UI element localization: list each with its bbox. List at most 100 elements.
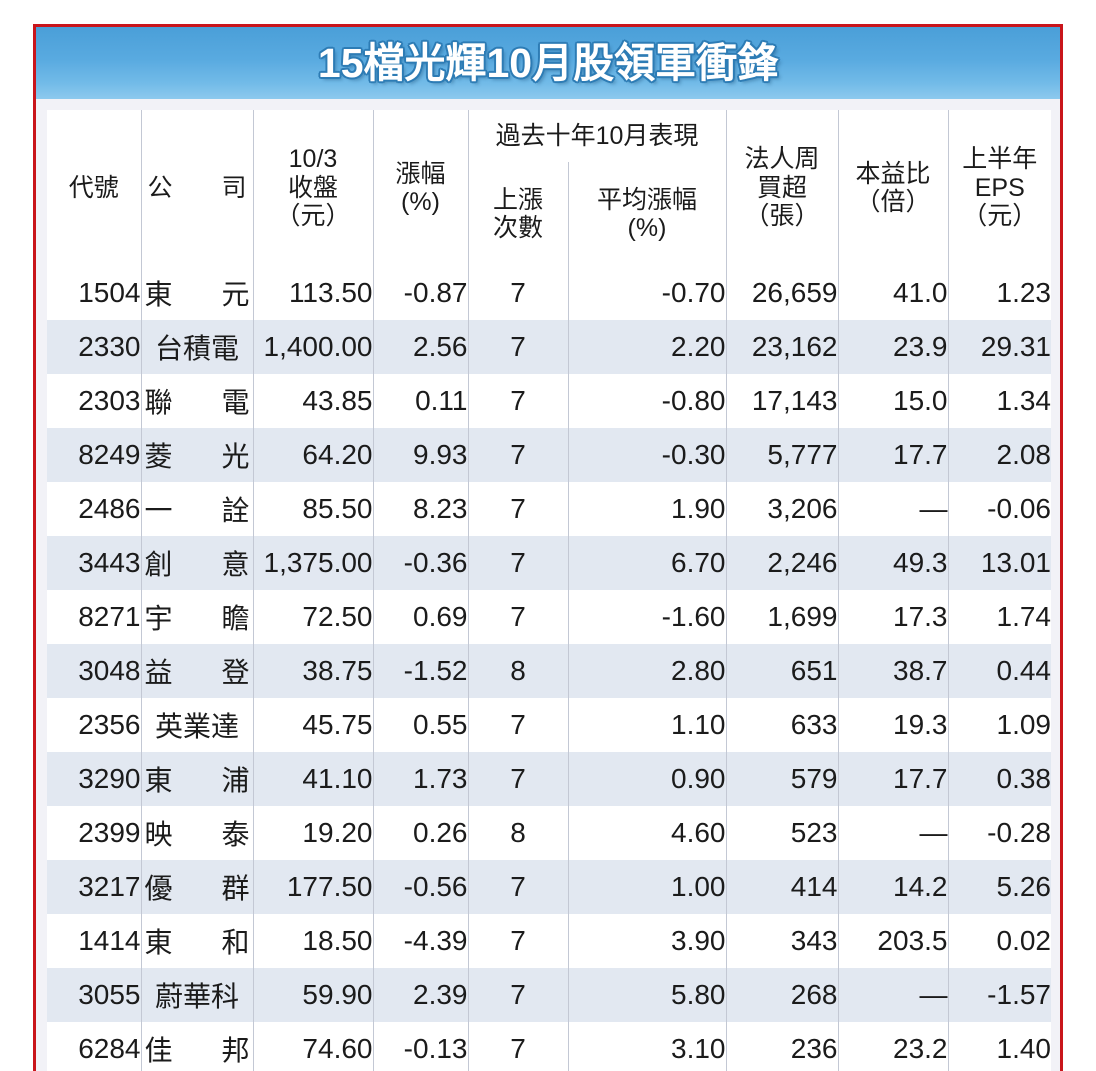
- table-row[interactable]: 3055 蔚華科 59.90 2.39 7 5.80 268— -1.57: [47, 968, 1051, 1022]
- header-close-word: 收盤: [287, 173, 338, 202]
- header-inst-line2: 買超: [756, 173, 807, 202]
- table-row[interactable]: 2399 映泰 19.20 0.26 8 4.60 523— -0.28: [47, 806, 1051, 860]
- cell-eps: 1.09: [947, 698, 1051, 752]
- table-row[interactable]: 3217 優群 177.50 -0.56 7 1.00 414 14.2 5.26: [47, 860, 1051, 914]
- company-name-text: 優群: [144, 873, 250, 904]
- cell-pe-ratio: 15.0: [837, 374, 948, 428]
- header-inst-unit: （張）: [744, 202, 820, 231]
- header-close-unit: （元）: [275, 202, 351, 231]
- header-pe-unit: （倍）: [855, 188, 931, 216]
- cell-up-count: 7: [467, 860, 568, 914]
- cell-avg-change: 5.80: [567, 968, 726, 1022]
- cell-pe-ratio: 17.7: [837, 428, 948, 482]
- company-name-text: 東浦: [144, 765, 250, 796]
- table-row[interactable]: 3443 創意 1,375.00 -0.36 7 6.70 2,246 49.3 13.01: [47, 536, 1051, 590]
- cell-pe-ratio: —: [837, 482, 948, 536]
- cell-avg-change: 1.90: [567, 482, 726, 536]
- cell-stock-code: 2330: [78, 331, 141, 362]
- cell-up-count: 8: [467, 644, 568, 698]
- header-up-count-line1: 上漲: [492, 185, 543, 214]
- cell-company-name: 菱光: [140, 428, 253, 482]
- cell-avg-change: -0.80: [567, 374, 726, 428]
- cell-stock-code: 2356: [78, 709, 141, 740]
- table-row[interactable]: 2356 英業達 45.75 0.55 7 1.10 633 19.3 1.09: [47, 698, 1051, 752]
- cell-change-pct: 0.69: [372, 590, 468, 644]
- header-change-unit: (%): [401, 188, 440, 216]
- cell-institutional-net-buy: 2,246: [725, 536, 838, 590]
- cell-institutional-net-buy: 17,143: [725, 374, 838, 428]
- table-row[interactable]: 2330 台積電 1,400.00 2.56 7 2.20 23,162 23.9 29.31: [47, 320, 1051, 374]
- header-row-sub: 上漲 次數 平均漲幅 (%): [47, 162, 1051, 266]
- header-close-price: 10/3 收盤 （元）: [252, 110, 373, 266]
- cell-up-count: 7: [467, 914, 568, 968]
- cell-change-pct: 2.56: [372, 320, 468, 374]
- cell-up-count: 7: [467, 320, 568, 374]
- header-avg-change-unit: (%): [627, 214, 667, 242]
- cell-pe-ratio: 17.7: [837, 752, 948, 806]
- cell-stock-code: 8249: [78, 439, 141, 470]
- cell-pe-ratio: 23.9: [837, 320, 948, 374]
- company-name-text: 台積電: [154, 333, 239, 364]
- cell-close-price: 43.85: [252, 374, 373, 428]
- cell-change-pct: -0.13: [372, 1022, 468, 1071]
- cell-up-count: 7: [467, 752, 568, 806]
- cell-eps: 29.31: [947, 320, 1051, 374]
- cell-institutional-net-buy: 579: [725, 752, 838, 806]
- table-row[interactable]: 3290 東浦 41.10 1.73 7 0.90 579 17.7 0.38: [47, 752, 1051, 806]
- company-name-text: 東元: [144, 279, 250, 310]
- cell-eps: -0.28: [947, 806, 1051, 860]
- cell-close-price: 59.90: [252, 968, 373, 1022]
- cell-eps: 1.74: [947, 590, 1051, 644]
- cell-company-name: 東和: [140, 914, 253, 968]
- cell-close-price: 113.50: [252, 266, 373, 320]
- cell-pe-ratio: 23.2: [837, 1022, 948, 1071]
- table-row[interactable]: 1504 東元 113.50 -0.87 7 -0.70 26,659 41.0 1.23: [47, 266, 1051, 320]
- cell-avg-change: 4.60: [567, 806, 726, 860]
- cell-company-name: 佳邦: [140, 1022, 253, 1071]
- cell-pe-ratio: —: [837, 806, 948, 860]
- cell-pe-ratio: 38.7: [837, 644, 948, 698]
- cell-institutional-net-buy: 3,206: [725, 482, 838, 536]
- cell-close-price: 177.50: [252, 860, 373, 914]
- table-row[interactable]: 2486 一詮 85.50 8.23 7 1.90 3,206— -0.06: [47, 482, 1051, 536]
- header-eps-line1: 上半年: [962, 145, 1038, 174]
- cell-close-price: 64.20: [252, 428, 373, 482]
- cell-eps: 13.01: [947, 536, 1051, 590]
- table-row[interactable]: 2303 聯電 43.85 0.11 7 -0.80 17,143 15.0 1.34: [47, 374, 1051, 428]
- title-banner: 15檔光輝10月股領軍衝鋒: [36, 27, 1060, 99]
- table-row[interactable]: 6284 佳邦 74.60 -0.13 7 3.10 236 23.2 1.40: [47, 1022, 1051, 1071]
- cell-company-name: 英業達: [140, 698, 253, 752]
- company-name-text: 宇瞻: [144, 603, 250, 634]
- cell-avg-change: 1.00: [567, 860, 726, 914]
- header-eps-first-half: 上半年 EPS （元）: [947, 110, 1051, 266]
- cell-company-name: 東元: [140, 266, 253, 320]
- cell-avg-change: 6.70: [567, 536, 726, 590]
- cell-avg-change: 2.80: [567, 644, 726, 698]
- cell-company-name: 一詮: [140, 482, 253, 536]
- cell-pe-ratio: 19.3: [837, 698, 948, 752]
- table-row[interactable]: 1414 東和 18.50 -4.39 7 3.90 343 203.5 0.02: [47, 914, 1051, 968]
- table-row[interactable]: 8249 菱光 64.20 9.93 7 -0.30 5,777 17.7 2.08: [47, 428, 1051, 482]
- cell-pe-ratio: 41.0: [837, 266, 948, 320]
- header-close-date: 10/3: [288, 145, 338, 174]
- cell-pe-ratio: 49.3: [837, 536, 948, 590]
- cell-close-price: 85.50: [252, 482, 373, 536]
- cell-up-count: 7: [467, 428, 568, 482]
- cell-institutional-net-buy: 523: [725, 806, 838, 860]
- table-row[interactable]: 8271 宇瞻 72.50 0.69 7 -1.60 1,699 17.3 1.74: [47, 590, 1051, 644]
- cell-change-pct: -0.87: [372, 266, 468, 320]
- cell-stock-code: 8271: [78, 601, 141, 632]
- header-eps-unit: （元）: [962, 202, 1038, 231]
- company-name-text: 映泰: [144, 819, 250, 850]
- cell-company-name: 益登: [140, 644, 253, 698]
- header-change-word: 漲幅: [395, 159, 446, 188]
- table-header: 代號 公司 10/3 收盤 （元）: [47, 110, 1051, 266]
- company-name-text: 佳邦: [144, 1035, 250, 1066]
- cell-stock-code: 2486: [78, 493, 141, 524]
- table-row[interactable]: 3048 益登 38.75 -1.52 8 2.80 651 38.7 0.44: [47, 644, 1051, 698]
- cell-close-price: 1,375.00: [252, 536, 373, 590]
- cell-eps: 0.02: [947, 914, 1051, 968]
- page-title: 15檔光輝10月股領軍衝鋒: [317, 39, 779, 86]
- header-up-count: 上漲 次數: [467, 162, 568, 266]
- header-company-label: 公司: [147, 173, 247, 202]
